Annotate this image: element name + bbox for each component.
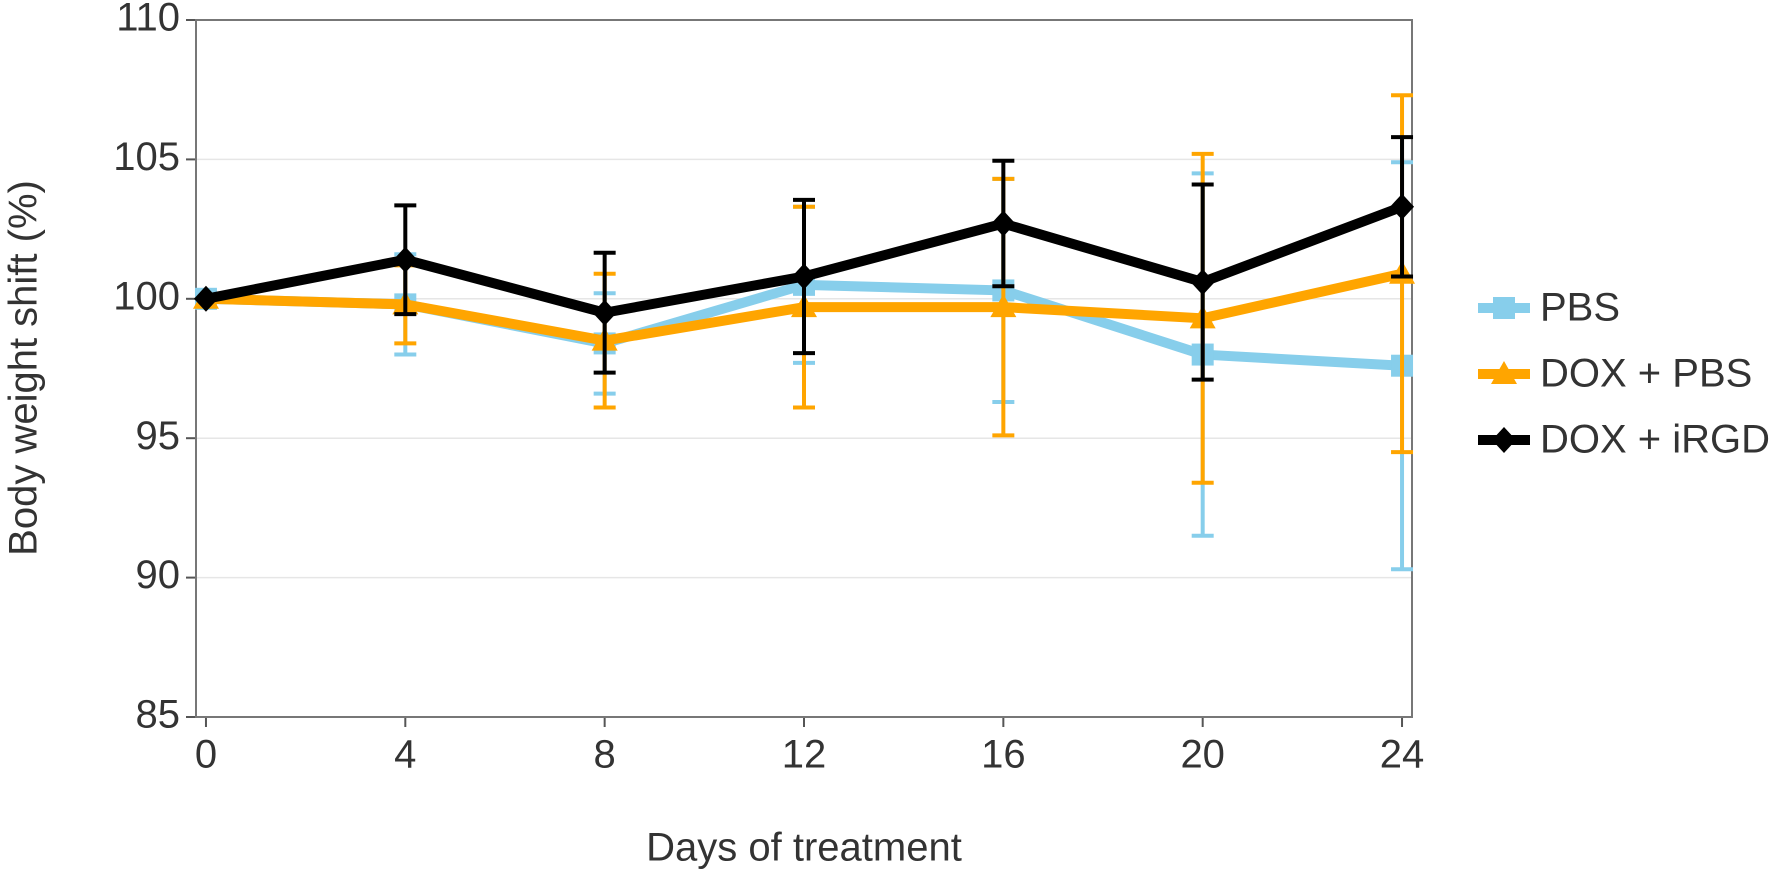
x-tick-label: 24 xyxy=(1380,733,1425,777)
legend-item: DOX + PBS xyxy=(1478,352,1752,396)
legend-item: DOX + iRGD xyxy=(1478,418,1770,462)
legend-marker xyxy=(1492,427,1516,453)
x-tick-label: 4 xyxy=(394,733,416,777)
marker xyxy=(990,294,1017,318)
y-tick-label: 105 xyxy=(113,135,180,179)
y-tick-label: 110 xyxy=(116,0,180,40)
marker xyxy=(991,210,1016,237)
x-tick-label: 16 xyxy=(981,733,1026,777)
legend-marker xyxy=(1491,361,1517,384)
marker xyxy=(792,263,816,290)
x-axis-label: Days of treatment xyxy=(646,826,962,870)
marker xyxy=(393,246,418,273)
x-tick-label: 8 xyxy=(594,733,616,777)
y-axis-label: Body weight shift (%) xyxy=(2,180,46,556)
series xyxy=(193,135,1415,382)
legend-marker xyxy=(1493,297,1515,319)
legend-label: PBS xyxy=(1540,286,1620,330)
y-tick-label: 90 xyxy=(136,553,181,597)
marker xyxy=(592,299,617,326)
y-tick-label: 100 xyxy=(113,274,180,318)
legend-label: DOX + iRGD xyxy=(1540,418,1770,462)
x-tick-label: 20 xyxy=(1180,733,1225,777)
legend-item: PBS xyxy=(1478,286,1620,330)
marker xyxy=(193,285,218,312)
y-tick-label: 95 xyxy=(136,414,181,458)
marker xyxy=(1190,269,1215,296)
y-tick-label: 85 xyxy=(136,693,181,737)
x-tick-label: 0 xyxy=(195,733,217,777)
legend-label: DOX + PBS xyxy=(1540,352,1752,396)
x-tick-label: 12 xyxy=(782,733,827,777)
marker xyxy=(1390,193,1415,220)
